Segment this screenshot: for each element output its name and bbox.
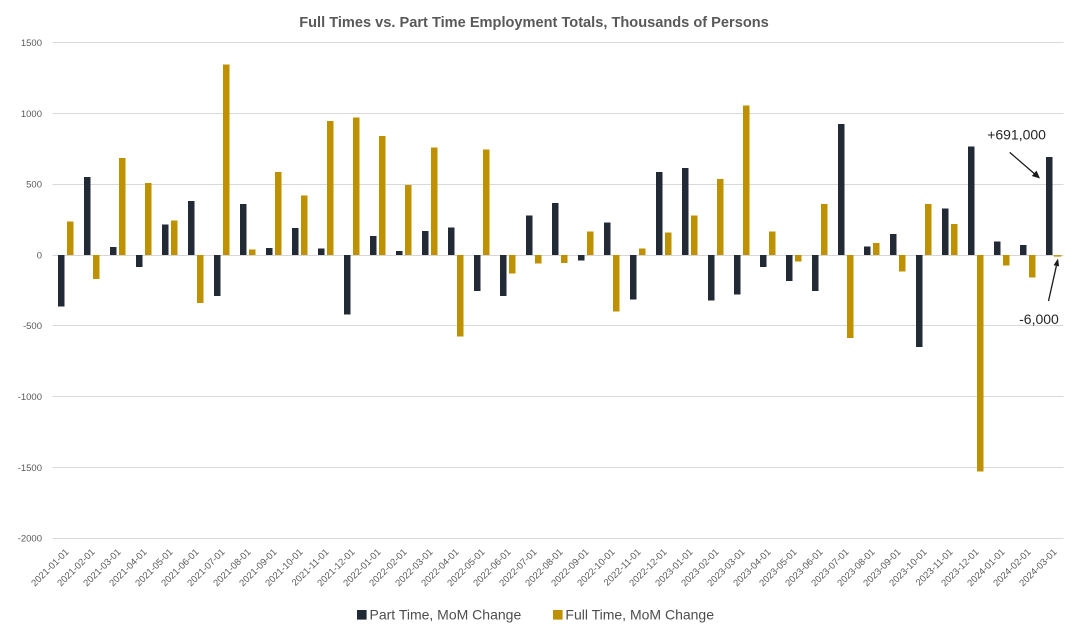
svg-text:1000: 1000 [21,109,42,120]
svg-text:-1500: -1500 [18,463,42,474]
svg-text:Full Times vs. Part Time Emplo: Full Times vs. Part Time Employment Tota… [299,15,769,31]
svg-text:+691,000: +691,000 [987,127,1046,143]
svg-text:1500: 1500 [21,38,42,49]
svg-text:Part Time, MoM Change: Part Time, MoM Change [370,607,522,623]
svg-text:-6,000: -6,000 [1019,311,1059,327]
svg-text:0: 0 [37,250,42,261]
svg-text:-1000: -1000 [18,392,42,403]
svg-text:-500: -500 [23,321,42,332]
svg-text:-2000: -2000 [18,534,42,545]
svg-text:500: 500 [26,180,42,191]
svg-text:Full Time, MoM Change: Full Time, MoM Change [565,607,714,623]
